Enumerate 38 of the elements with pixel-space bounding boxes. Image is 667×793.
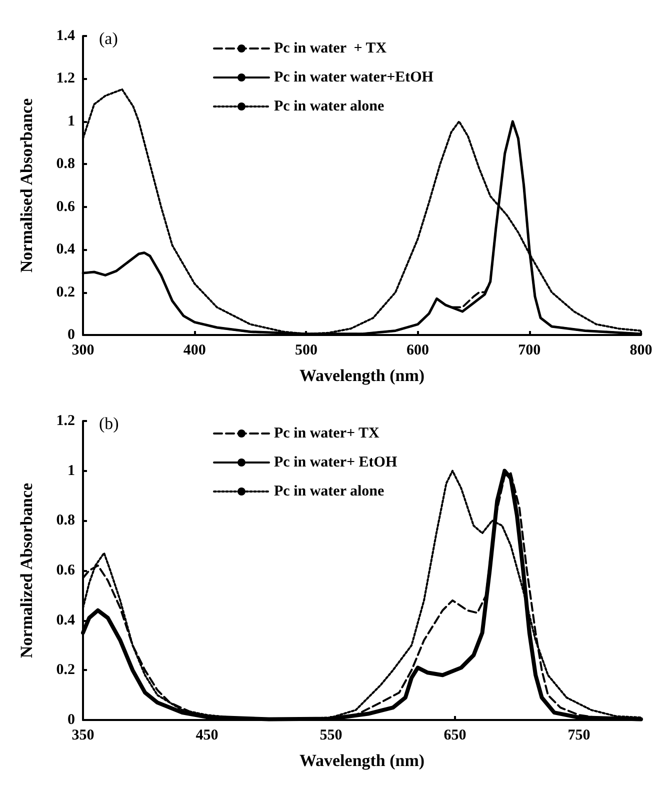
annotation: (b) <box>99 414 119 433</box>
x-tick-label: 650 <box>444 728 466 744</box>
legend-label: Pc in water water+EtOH <box>274 70 434 86</box>
y-axis-title: Normalized Absorbance <box>17 482 36 658</box>
x-tick-label: 800 <box>630 342 652 358</box>
y-tick-label: 1 <box>68 113 75 130</box>
legend-label: Pc in water + TX <box>274 40 387 56</box>
y-axis-title: Normalised Absorbance <box>17 98 36 273</box>
y-tick-label: 0.2 <box>56 662 75 678</box>
x-tick-label: 600 <box>406 342 430 358</box>
x-tick-label: 350 <box>72 728 94 744</box>
y-tick-label: 0.8 <box>56 156 75 172</box>
y-tick-label: 1.2 <box>56 413 75 429</box>
y-tick-label: 0.8 <box>56 512 75 529</box>
x-tick-label: 450 <box>196 728 218 744</box>
y-tick-label: 0 <box>68 327 75 343</box>
legend-label: Pc in water alone <box>274 484 384 500</box>
x-tick-label: 700 <box>518 342 541 358</box>
x-tick-label: 300 <box>72 342 94 358</box>
y-tick-label: 0.6 <box>56 562 76 578</box>
y-tick-label: 1.4 <box>56 28 76 44</box>
annotation: (a) <box>99 29 118 48</box>
y-tick-label: 1 <box>68 462 75 479</box>
y-tick-label: 0.4 <box>56 612 76 628</box>
y-tick-label: 0.2 <box>56 284 75 300</box>
legend-label: Pc in water+ TX <box>274 426 380 442</box>
x-axis-title: Wavelength (nm) <box>299 366 425 385</box>
y-tick-label: 0 <box>68 712 75 728</box>
x-tick-label: 750 <box>568 728 590 744</box>
x-axis-title: Wavelength (nm) <box>299 751 425 770</box>
x-tick-label: 550 <box>320 728 342 744</box>
y-tick-label: 0.4 <box>56 242 76 258</box>
legend-label: Pc in water alone <box>274 98 384 114</box>
x-tick-label: 400 <box>183 342 206 358</box>
x-tick-label: 500 <box>294 342 318 358</box>
legend-label: Pc in water+ EtOH <box>274 454 398 470</box>
y-tick-label: 1.2 <box>56 70 75 87</box>
y-tick-label: 0.6 <box>56 198 76 215</box>
